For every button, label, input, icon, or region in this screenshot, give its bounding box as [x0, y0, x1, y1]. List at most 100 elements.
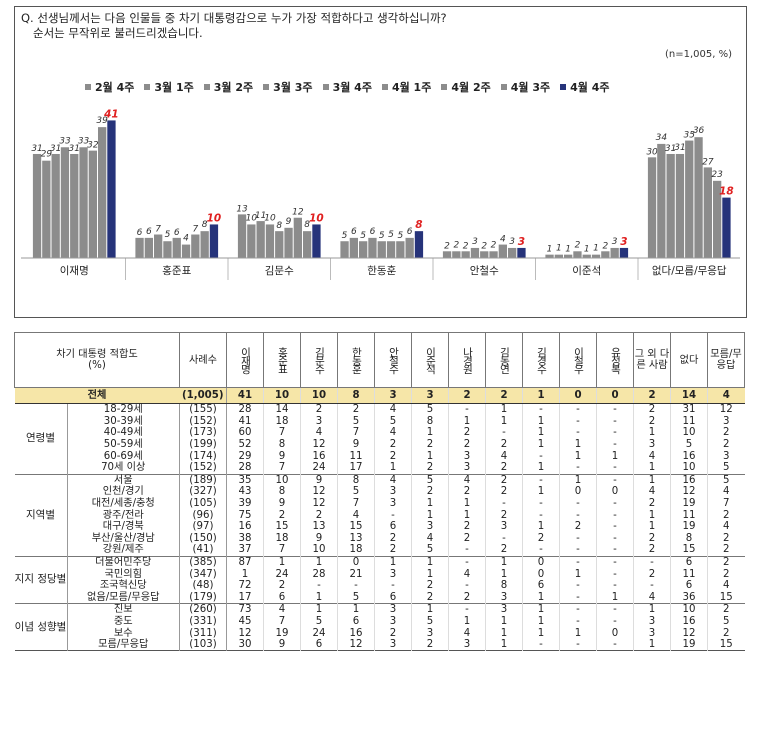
table-cell: 0 — [596, 486, 634, 498]
row-label: 대전/세종/충청 — [67, 497, 180, 510]
table-cell: 1 — [522, 415, 560, 428]
table-cell: 9 — [263, 497, 301, 510]
bar — [340, 241, 349, 258]
bar-value-label: 35 — [684, 131, 696, 141]
header-col: 안철수 — [374, 332, 412, 388]
table-cell: - — [559, 555, 597, 569]
table-cell: (1,005) — [179, 387, 227, 404]
bar-value-label: 2 — [444, 241, 450, 251]
bar-value-label: 2 — [481, 241, 487, 251]
legend-label: 4월 3주 — [510, 81, 551, 94]
table-cell: 2 — [485, 387, 523, 404]
bar-value-label: 3 — [509, 237, 515, 247]
bar-value-label: 23 — [711, 170, 723, 180]
bar-value-label: 3 — [472, 237, 478, 247]
table-cell: - — [448, 579, 486, 592]
table-cell: - — [448, 555, 486, 569]
table-cell: 3 — [707, 450, 745, 462]
bar-value-label: 41 — [103, 108, 119, 120]
table-cell: 5 — [707, 473, 745, 487]
table-cell: 1 — [300, 603, 338, 616]
table-cell: 6 — [522, 579, 560, 592]
table-cell: 6 — [670, 555, 708, 569]
table-cell: 3 — [374, 486, 412, 498]
legend-swatch — [322, 84, 329, 90]
row-label: 70세 이상 — [67, 461, 180, 475]
table-cell: - — [559, 591, 597, 604]
table-cell: - — [559, 579, 597, 592]
bar — [42, 160, 51, 258]
legend-item: 4월 4주 — [560, 79, 610, 95]
table-row: 조국혁신당 (48) 72 2- - -2-8 6- - -6 4 — [15, 579, 745, 592]
table-cell: 9 — [337, 438, 375, 451]
table-row: 40-49세 (173) 60 7 4 7 4 1 2-1- -1 10 2 — [15, 427, 745, 439]
crosstab-table: 차기 대통령 적합도 (%) 사례수 이재명 홍준표 김문수 한동훈 안철수 이준석 나경원… — [14, 332, 745, 651]
bar-value-label: 10 — [309, 212, 324, 224]
legend-label: 3월 3주 — [273, 81, 313, 94]
group-label: 지지 정당별 — [14, 555, 68, 604]
table-row: 30-39세 (152) 41 18 3 5 5 8 1 1 1- -2 11 3 — [15, 415, 745, 428]
category-label: 안철수 — [470, 265, 499, 277]
bar — [237, 214, 247, 258]
header-col: 나경원 — [448, 332, 486, 388]
table-cell: 16 — [670, 615, 708, 628]
table-row: 연령별 18-29세 (155) 28 14 2 2 4 5-1- - -2 31 12 — [14, 402, 745, 475]
row-label: 서울 — [67, 473, 180, 487]
bar — [470, 247, 480, 258]
row-label: 모름/무응답 — [67, 638, 180, 651]
table-cell: 2 — [300, 402, 338, 416]
table-cell: 2 — [707, 568, 745, 580]
table-cell: 9 — [263, 450, 301, 462]
bar — [191, 234, 200, 258]
legend-swatch — [560, 84, 567, 90]
table-cell: 41 — [226, 387, 264, 404]
table-cell: 28 — [226, 402, 264, 416]
row-label: 중도 — [67, 615, 180, 628]
table-cell: 1 — [411, 555, 449, 569]
table-cell: 39 — [226, 497, 264, 510]
bar-value-label: 11 — [255, 211, 266, 221]
table-cell: 1 — [411, 450, 449, 462]
table-row-total: 전체 (1,005) 41 10 10 8 3 3 2 2 1 0 0 2 14 4 — [14, 387, 745, 404]
table-cell: 45 — [226, 615, 264, 628]
table-cell: 2 — [448, 520, 486, 533]
table-row: 보수 (311) 12 19 24 16 2 3 4 1 1 1 0 3 12 2 — [15, 627, 745, 639]
table-cell: 2 — [448, 427, 486, 439]
table-cell: - — [559, 638, 597, 651]
table-cell: - — [374, 509, 412, 521]
header-col: 그 외 다른 사람 — [633, 332, 671, 388]
bar — [60, 147, 70, 258]
table-cell: 19 — [670, 497, 708, 510]
table-cell: 7 — [337, 497, 375, 510]
table-cell: 5 — [707, 461, 745, 475]
row-label: 60-69세 — [67, 450, 180, 462]
bar-value-label: 31 — [69, 144, 80, 154]
table-cell: 2 — [485, 438, 523, 451]
table-cell: 60 — [226, 427, 264, 439]
table-cell: 2 — [485, 473, 523, 487]
table-cell: 3 — [374, 638, 412, 651]
header-col: 김문수 — [300, 332, 338, 388]
table-cell: 7 — [263, 427, 301, 439]
table-row: 지역별 서울 (189) 35 10 9 8 4 5 4 2-1-1 16 5 — [14, 473, 745, 557]
legend-item: 3월 2주 — [203, 79, 253, 95]
bar — [312, 224, 321, 258]
table-cell: 11 — [670, 415, 708, 428]
table-cell: 0 — [559, 486, 597, 498]
table-cell: - — [596, 402, 634, 416]
table-cell: 8 — [670, 532, 708, 545]
bar — [181, 244, 191, 258]
bar — [172, 237, 181, 258]
table-cell: 3 — [374, 603, 412, 616]
bar — [32, 153, 42, 258]
header-label-unit: (%) — [88, 360, 106, 371]
table-cell: 1 — [485, 555, 523, 569]
bar-value-label: 4 — [183, 234, 189, 244]
table-cell: - — [448, 402, 486, 416]
table-cell: 8 — [337, 387, 375, 404]
bar-value-label: 10 — [246, 213, 258, 223]
legend-swatch — [263, 84, 270, 90]
bar-value-label: 18 — [719, 186, 734, 198]
bar-value-label: 31 — [50, 144, 61, 154]
